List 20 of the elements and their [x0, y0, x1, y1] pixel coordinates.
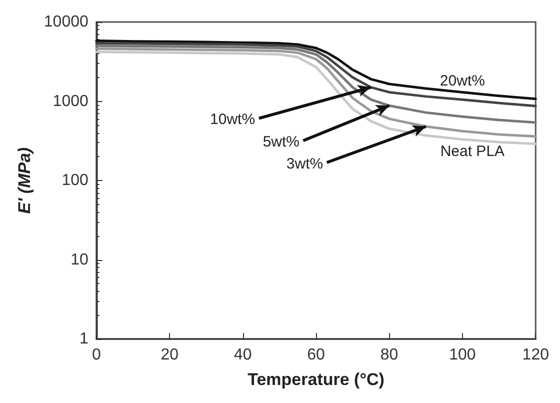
- x-tick-label: 60: [307, 346, 326, 364]
- x-tick-label: 80: [380, 346, 398, 364]
- x-tick-label: 100: [449, 346, 476, 364]
- y-tick-label: 10000: [44, 14, 88, 30]
- annotation: 20wt%: [440, 72, 485, 90]
- line-series: [95, 44, 537, 124]
- y-tick-label: 100: [62, 172, 88, 189]
- annotation: 5wt%: [262, 134, 300, 151]
- x-tick-label: 0: [92, 346, 101, 364]
- y-tick-label: 10: [70, 251, 88, 268]
- x-tick-label: 120: [522, 346, 550, 364]
- y-tick-label: 1: [79, 330, 88, 348]
- x-tick-label: 40: [234, 346, 252, 364]
- annotation: 10wt%: [210, 110, 256, 128]
- y-tick-label: 1000: [52, 92, 88, 110]
- x-tick-label: 20: [160, 346, 179, 364]
- annotation: Neat PLA: [440, 142, 505, 160]
- y-axis-title: E' (MPa): [15, 146, 34, 214]
- x-axis-title: Temperature (°C): [248, 370, 384, 389]
- annotation: 3wt%: [286, 155, 324, 172]
